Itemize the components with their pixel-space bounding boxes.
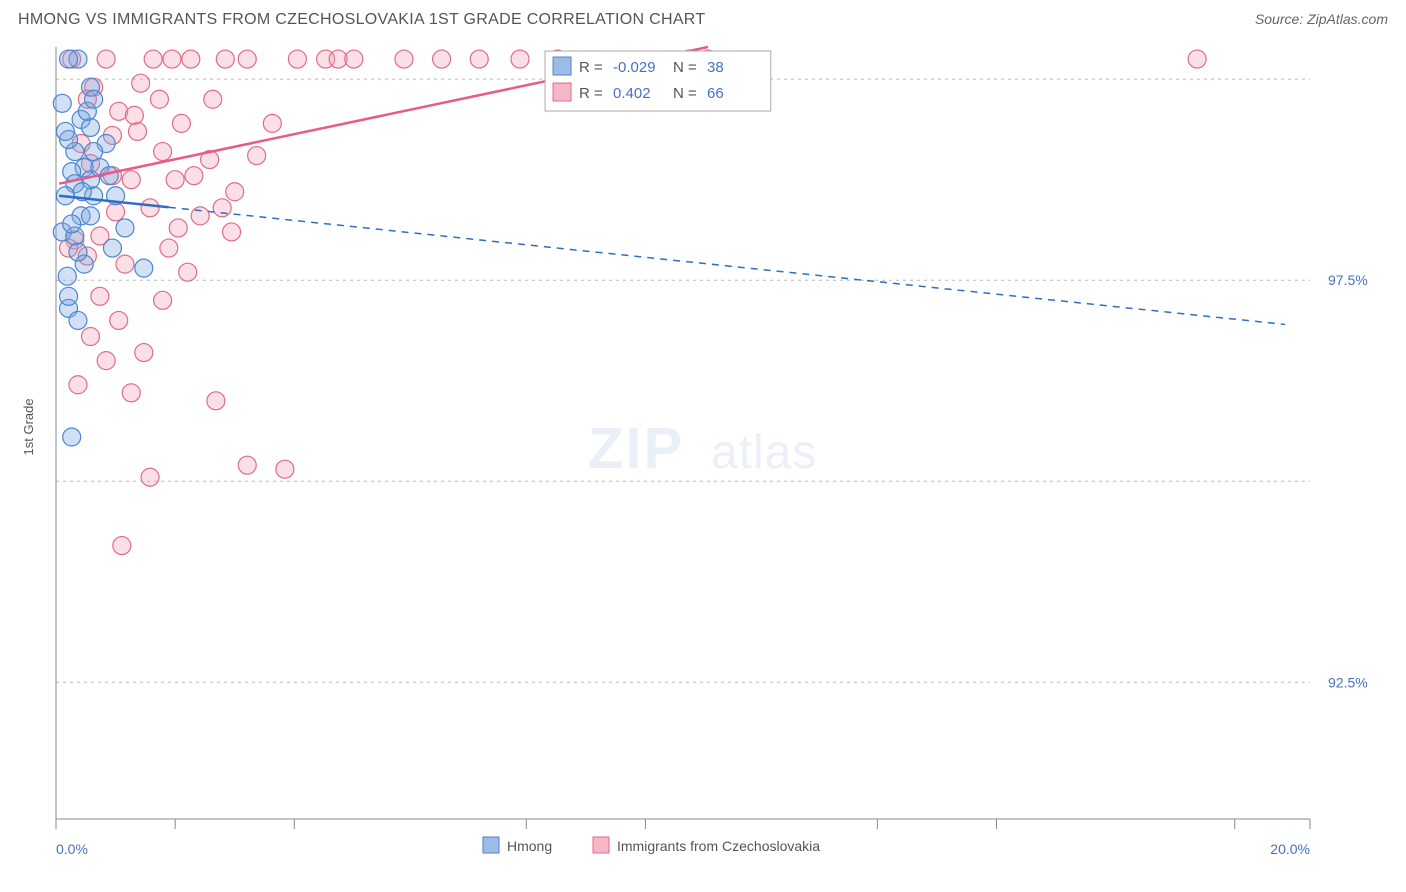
- data-point: [345, 50, 363, 68]
- data-point: [238, 50, 256, 68]
- data-point: [129, 122, 147, 140]
- legend-swatch-blue: [553, 57, 571, 75]
- x-tick-label: 20.0%: [1270, 841, 1310, 857]
- source-label: Source: ZipAtlas.com: [1255, 11, 1388, 27]
- data-point: [154, 291, 172, 309]
- regression-line-blue-dash: [169, 207, 1285, 324]
- data-point: [204, 90, 222, 108]
- data-point: [226, 183, 244, 201]
- data-point: [160, 239, 178, 257]
- data-point: [191, 207, 209, 225]
- data-point: [511, 50, 529, 68]
- data-point: [216, 50, 234, 68]
- data-point: [150, 90, 168, 108]
- stat-r-label: R =: [579, 59, 603, 76]
- data-point: [433, 50, 451, 68]
- data-point: [63, 215, 81, 233]
- data-point: [135, 344, 153, 362]
- data-point: [166, 171, 184, 189]
- data-point: [81, 207, 99, 225]
- data-point: [154, 143, 172, 161]
- data-point: [276, 460, 294, 478]
- stat-r-label: R =: [579, 85, 603, 102]
- data-point: [103, 239, 121, 257]
- data-point: [97, 50, 115, 68]
- data-point: [63, 428, 81, 446]
- data-point: [172, 114, 190, 132]
- data-point: [116, 219, 134, 237]
- data-point: [141, 199, 159, 217]
- data-point: [213, 199, 231, 217]
- data-point: [207, 392, 225, 410]
- y-axis-label: 1st Grade: [21, 398, 36, 455]
- data-point: [107, 203, 125, 221]
- data-point: [470, 50, 488, 68]
- data-point: [60, 50, 78, 68]
- data-point: [141, 468, 159, 486]
- legend-swatch-pink: [593, 837, 609, 853]
- data-point: [122, 384, 140, 402]
- data-point: [91, 287, 109, 305]
- legend-swatch-blue: [483, 837, 499, 853]
- data-point: [110, 102, 128, 120]
- stat-n-value: 38: [707, 59, 724, 76]
- data-point: [97, 352, 115, 370]
- data-point: [58, 267, 76, 285]
- watermark: atlas: [711, 426, 817, 479]
- data-point: [53, 94, 71, 112]
- data-point: [81, 118, 99, 136]
- data-point: [288, 50, 306, 68]
- data-point: [69, 311, 87, 329]
- data-point: [179, 263, 197, 281]
- chart-container: 1st Grade ZIP atlas 0.0% 20.0% 92.5% 97.5% R =…: [10, 33, 1396, 863]
- data-point: [182, 50, 200, 68]
- data-point: [132, 74, 150, 92]
- legend-label: Hmong: [507, 838, 552, 854]
- data-point: [169, 219, 187, 237]
- data-point: [56, 122, 74, 140]
- data-point: [163, 50, 181, 68]
- chart-title: HMONG VS IMMIGRANTS FROM CZECHOSLOVAKIA …: [18, 11, 705, 29]
- stat-n-label: N =: [673, 85, 697, 102]
- legend-label: Immigrants from Czechoslovakia: [617, 838, 820, 854]
- legend-swatch-pink: [553, 83, 571, 101]
- data-point: [116, 255, 134, 273]
- data-point: [110, 311, 128, 329]
- data-point: [122, 171, 140, 189]
- data-point: [395, 50, 413, 68]
- data-point: [85, 143, 103, 161]
- data-point: [81, 328, 99, 346]
- data-point: [263, 114, 281, 132]
- data-point: [185, 167, 203, 185]
- stat-r-value: 0.402: [613, 85, 651, 102]
- data-point: [1188, 50, 1206, 68]
- data-point: [69, 376, 87, 394]
- x-tick-label: 0.0%: [56, 841, 88, 857]
- watermark: ZIP: [588, 416, 684, 481]
- stat-r-value: -0.029: [613, 59, 656, 76]
- data-point: [113, 537, 131, 555]
- scatter-chart: ZIP atlas 0.0% 20.0% 92.5% 97.5% R = -0.029 N = 3…: [10, 33, 1396, 863]
- y-tick-label: 92.5%: [1328, 674, 1368, 690]
- data-point: [60, 287, 78, 305]
- stat-n-value: 66: [707, 85, 724, 102]
- data-point: [125, 106, 143, 124]
- data-point: [85, 90, 103, 108]
- data-point: [144, 50, 162, 68]
- stat-n-label: N =: [673, 59, 697, 76]
- data-point: [248, 147, 266, 165]
- data-point: [238, 456, 256, 474]
- data-point: [223, 223, 241, 241]
- y-tick-label: 97.5%: [1328, 272, 1368, 288]
- data-point: [69, 243, 87, 261]
- data-point: [135, 259, 153, 277]
